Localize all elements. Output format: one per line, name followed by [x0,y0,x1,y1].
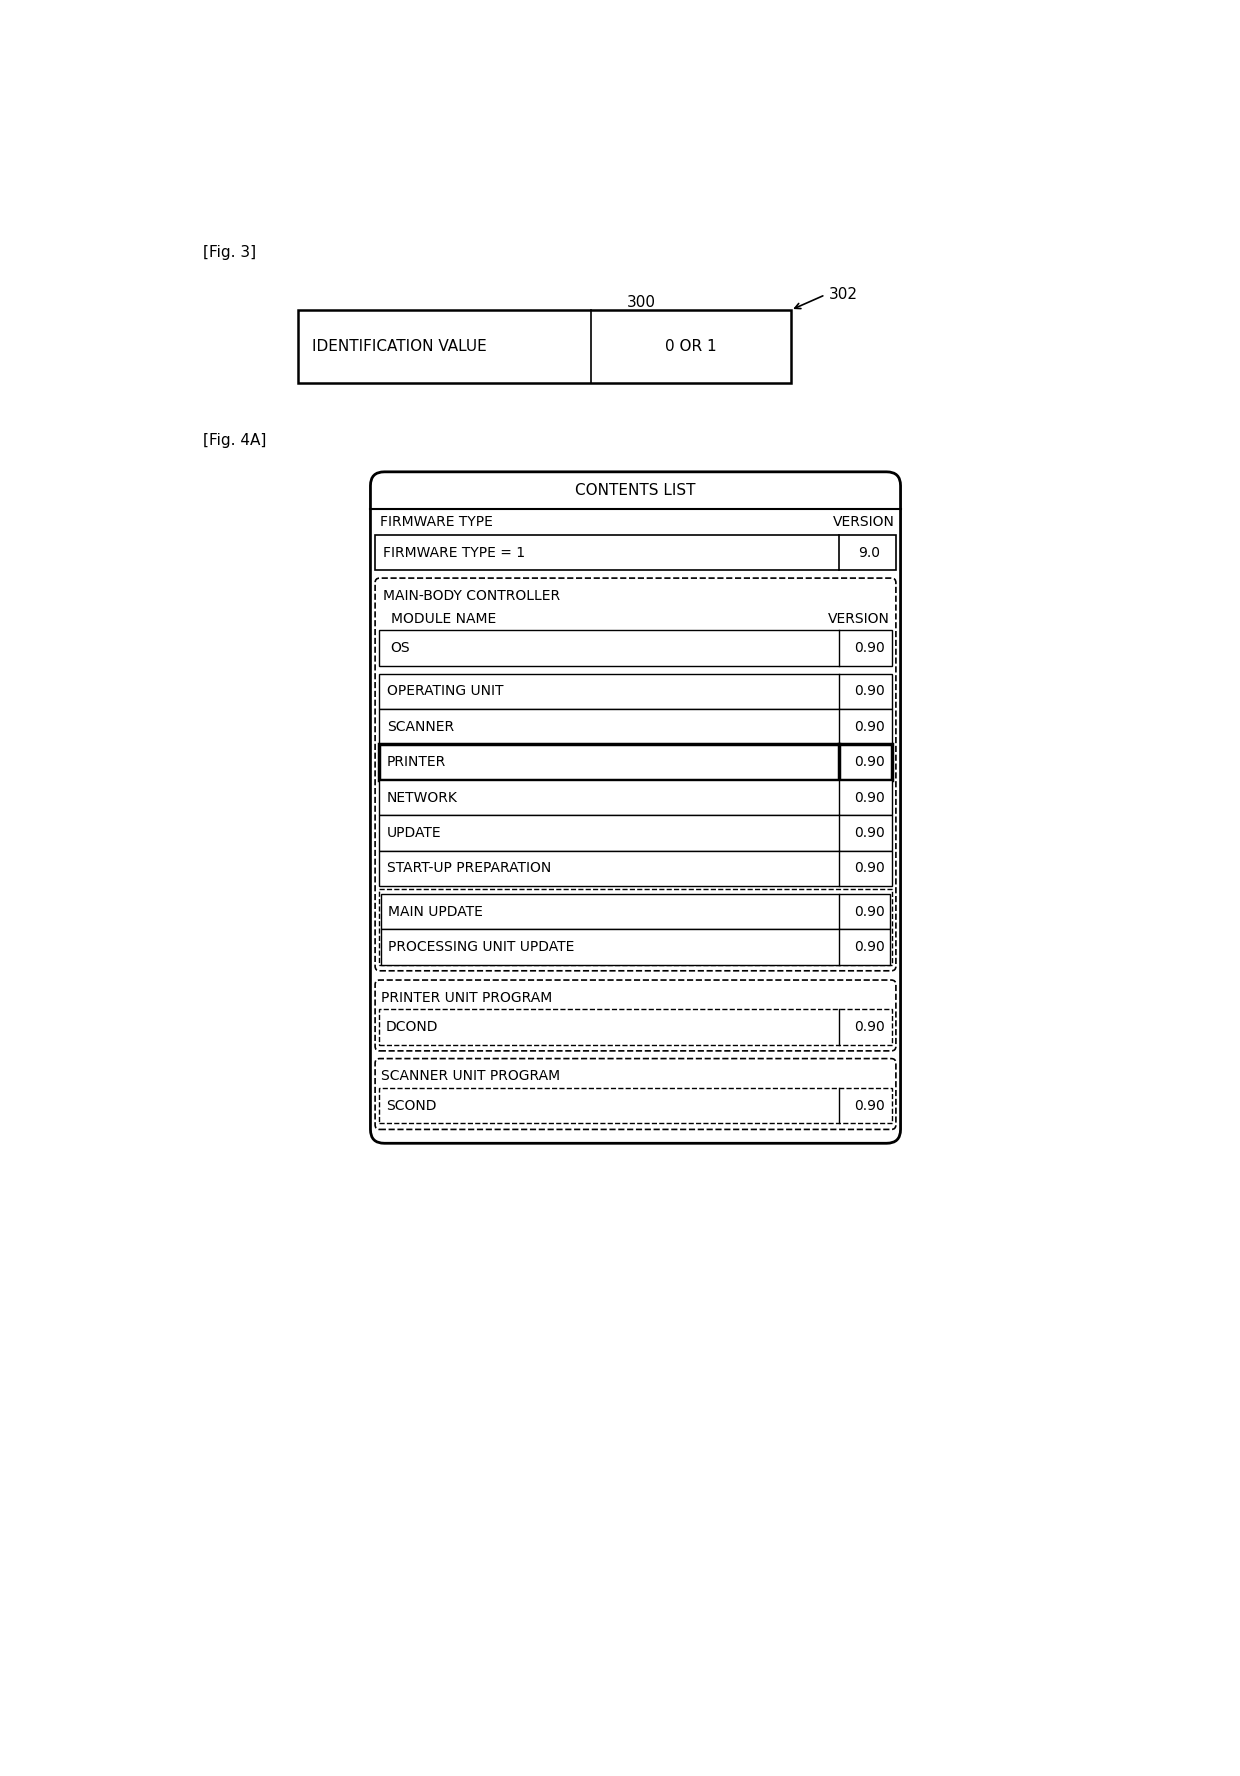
Bar [299,311,791,384]
Text: OS: OS [391,641,410,655]
Text: 300: 300 [627,295,656,309]
Text: PRINTER UNIT PROGRAM: PRINTER UNIT PROGRAM [382,991,553,1005]
Text: CONTENTS LIST: CONTENTS LIST [575,483,696,497]
Text: MAIN UPDATE: MAIN UPDATE [388,904,484,918]
Text: 0 OR 1: 0 OR 1 [665,339,717,353]
Bar [381,893,890,929]
Bar [374,535,895,570]
Text: 302: 302 [830,288,858,302]
Text: 0.90: 0.90 [854,684,885,698]
Bar [379,673,892,709]
Text: SCANNER: SCANNER [387,719,454,733]
Text: PRINTER: PRINTER [387,755,446,769]
Text: VERSION: VERSION [832,515,894,529]
Bar [379,851,892,886]
Text: DCOND: DCOND [386,1019,439,1034]
Text: 0.90: 0.90 [854,940,885,954]
Bar [379,815,892,851]
Text: [Fig. 3]: [Fig. 3] [203,245,257,259]
Bar [379,890,892,964]
FancyBboxPatch shape [374,579,895,971]
Text: SCOND: SCOND [386,1099,436,1112]
Text: MODULE NAME: MODULE NAME [391,613,496,625]
Text: OPERATING UNIT: OPERATING UNIT [387,684,503,698]
Text: 0.90: 0.90 [854,1019,885,1034]
Text: FIRMWARE TYPE: FIRMWARE TYPE [379,515,492,529]
Bar [379,630,892,666]
Text: NETWORK: NETWORK [387,790,458,805]
Text: IDENTIFICATION VALUE: IDENTIFICATION VALUE [312,339,487,353]
Text: 0.90: 0.90 [854,755,885,769]
FancyBboxPatch shape [371,472,900,1144]
Text: 0.90: 0.90 [854,826,885,840]
Text: SCANNER UNIT PROGRAM: SCANNER UNIT PROGRAM [382,1069,560,1083]
Text: 0.90: 0.90 [854,790,885,805]
Text: FIRMWARE TYPE = 1: FIRMWARE TYPE = 1 [383,545,525,559]
Text: MAIN-BODY CONTROLLER: MAIN-BODY CONTROLLER [383,590,560,602]
Text: 0.90: 0.90 [854,1099,885,1112]
Text: PROCESSING UNIT UPDATE: PROCESSING UNIT UPDATE [388,940,574,954]
FancyBboxPatch shape [374,980,895,1051]
Text: 0.90: 0.90 [854,641,885,655]
Bar [379,744,892,780]
Text: 0.90: 0.90 [854,719,885,733]
Bar [379,780,892,815]
Text: UPDATE: UPDATE [387,826,441,840]
FancyBboxPatch shape [374,1058,895,1130]
Text: START-UP PREPARATION: START-UP PREPARATION [387,861,551,876]
Text: 0.90: 0.90 [854,861,885,876]
Text: 9.0: 9.0 [858,545,880,559]
Bar [381,929,890,964]
Text: [Fig. 4A]: [Fig. 4A] [203,433,267,448]
Bar [379,1089,892,1122]
Text: 0.90: 0.90 [854,904,885,918]
Text: VERSION: VERSION [828,613,890,625]
Bar [379,709,892,744]
Bar [379,1009,892,1044]
